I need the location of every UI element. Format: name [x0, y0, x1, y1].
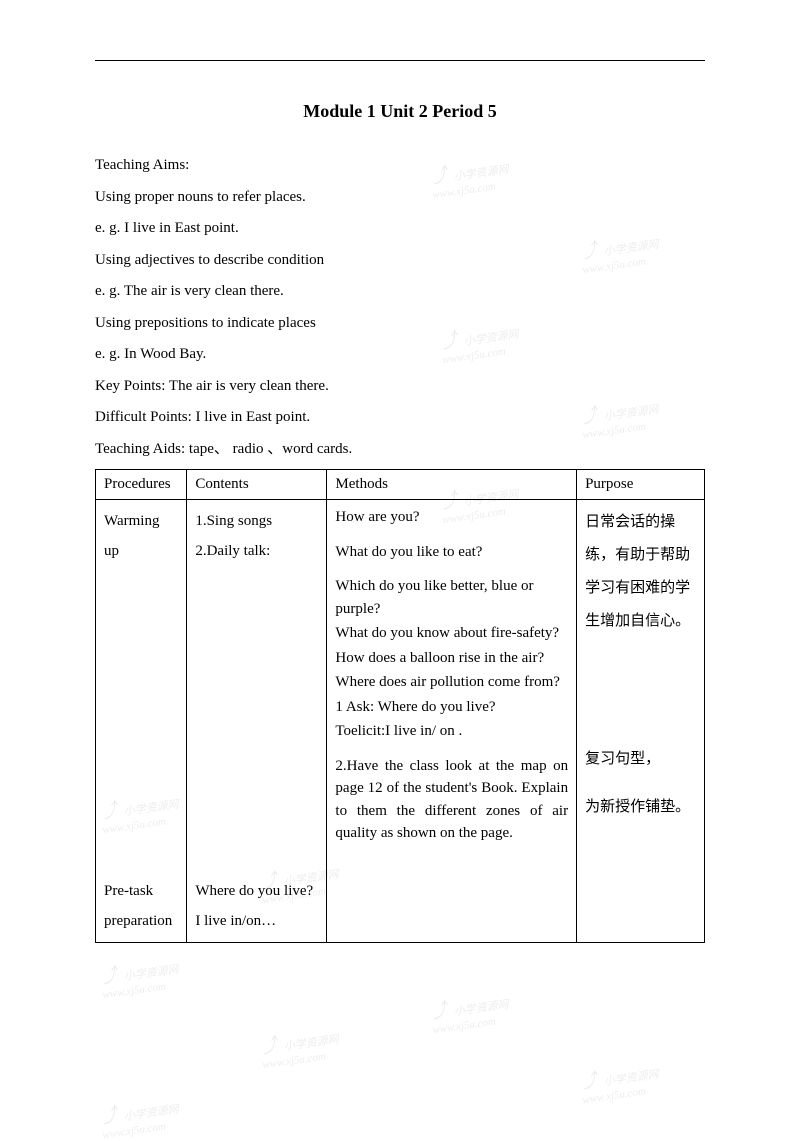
cell-purpose: 日常会话的操练，有助于帮助学习有困难的学生增加自信心。 复习句型， 为新授作铺垫…: [577, 500, 705, 943]
header-procedures: Procedures: [96, 470, 187, 500]
method-5: How does a balloon rise in the air?: [335, 647, 568, 670]
method-6: Where does air pollution come from?: [335, 671, 568, 694]
watermark: ⤴小学资源网www.xj5u.com: [98, 1090, 182, 1141]
purpose-text-2: 复习句型，: [585, 743, 696, 776]
purpose-text-3: 为新授作铺垫。: [585, 791, 696, 824]
purpose-text-1: 日常会话的操练，有助于帮助学习有困难的学生增加自信心。: [585, 506, 696, 638]
procedures-text-3: Pre-task: [104, 876, 178, 906]
header-purpose: Purpose: [577, 470, 705, 500]
header-contents: Contents: [187, 470, 327, 500]
header-methods: Methods: [327, 470, 577, 500]
watermark: ⤴小学资源网www.xj5u.com: [578, 1055, 662, 1107]
aim-2: Using adjectives to describe condition: [95, 245, 705, 277]
method-2: What do you like to eat?: [335, 541, 568, 564]
table-row: Warming up Pre-task preparation 1.Sing s…: [96, 500, 705, 943]
contents-text-2: 2.Daily talk:: [195, 536, 318, 566]
teaching-aims-label: Teaching Aims:: [95, 150, 705, 182]
method-1: How are you?: [335, 506, 568, 529]
document-title: Module 1 Unit 2 Period 5: [95, 101, 705, 122]
watermark: ⤴小学资源网www.xj5u.com: [428, 985, 512, 1037]
teaching-aids: Teaching Aids: tape、 radio 、word cards.: [95, 434, 705, 466]
contents-text-4: I live in/on…: [195, 906, 318, 936]
method-8: Toelicit:I live in/ on .: [335, 720, 568, 743]
aim-2-example: e. g. The air is very clean there.: [95, 276, 705, 308]
watermark: ⤴小学资源网www.xj5u.com: [258, 1020, 342, 1072]
top-divider: [95, 60, 705, 61]
aim-1-example: e. g. I live in East point.: [95, 213, 705, 245]
method-3: Which do you like better, blue or purple…: [335, 575, 568, 620]
aim-1: Using proper nouns to refer places.: [95, 182, 705, 214]
procedures-text-2: up: [104, 536, 178, 566]
procedures-text-4: preparation: [104, 906, 178, 936]
difficult-points: Difficult Points: I live in East point.: [95, 402, 705, 434]
method-9: 2.Have the class look at the map on page…: [335, 755, 568, 845]
table-header-row: Procedures Contents Methods Purpose: [96, 470, 705, 500]
method-7: 1 Ask: Where do you live?: [335, 696, 568, 719]
contents-text-3: Where do you live?: [195, 876, 318, 906]
lesson-plan-table: Procedures Contents Methods Purpose Warm…: [95, 469, 705, 943]
cell-procedures: Warming up Pre-task preparation: [96, 500, 187, 943]
aim-3: Using prepositions to indicate places: [95, 308, 705, 340]
page-container: Module 1 Unit 2 Period 5 Teaching Aims: …: [0, 0, 800, 983]
cell-methods: How are you? What do you like to eat? Wh…: [327, 500, 577, 943]
key-points: Key Points: The air is very clean there.: [95, 371, 705, 403]
contents-text-1: 1.Sing songs: [195, 506, 318, 536]
cell-contents: 1.Sing songs 2.Daily talk: Where do you …: [187, 500, 327, 943]
aim-3-example: e. g. In Wood Bay.: [95, 339, 705, 371]
procedures-text-1: Warming: [104, 506, 178, 536]
method-4: What do you know about fire-safety?: [335, 622, 568, 645]
